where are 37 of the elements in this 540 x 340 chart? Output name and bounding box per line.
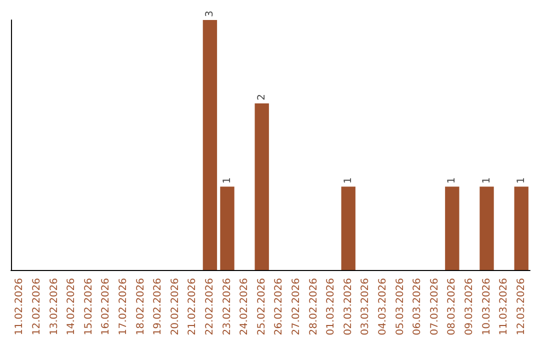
x-tick-label: 27.02.2026 — [290, 278, 302, 336]
x-tick-label: 18.02.2026 — [135, 278, 146, 336]
x-tick-label: 16.02.2026 — [100, 278, 112, 336]
x-tick-label: 08.03.2026 — [446, 278, 458, 336]
x-tick-label: 07.03.2026 — [429, 278, 440, 336]
x-tick-label: 14.02.2026 — [66, 278, 78, 336]
data-label: 3 — [204, 10, 216, 17]
data-label: 1 — [342, 177, 354, 184]
data-label: 1 — [481, 177, 492, 184]
x-tick-label: 01.03.2026 — [326, 278, 337, 336]
data-label: 1 — [446, 177, 458, 184]
x-tick-label: 13.02.2026 — [48, 278, 60, 336]
x-tick-label: 20.02.2026 — [170, 278, 181, 336]
x-tick-label: 12.02.2026 — [31, 278, 42, 336]
x-tick-label: 22.02.2026 — [204, 278, 216, 336]
x-tick-label: 24.02.2026 — [239, 278, 250, 336]
x-tick-label: 21.02.2026 — [187, 278, 198, 336]
x-tick-label: 12.03.2026 — [516, 278, 527, 336]
x-tick-label: 15.02.2026 — [83, 278, 94, 336]
data-label: 2 — [256, 94, 268, 100]
x-tick-label: 03.03.2026 — [360, 278, 372, 336]
x-tick-label: 26.02.2026 — [274, 278, 285, 336]
x-tick-label: 02.03.2026 — [342, 278, 354, 336]
data-label: 1 — [516, 177, 527, 184]
x-tick-label: 10.03.2026 — [481, 278, 492, 336]
x-tick-label: 17.02.2026 — [118, 278, 129, 336]
x-tick-label: 19.02.2026 — [152, 278, 164, 336]
x-tick-label: 11.02.2026 — [14, 278, 26, 336]
data-label: 1 — [222, 177, 233, 184]
x-tick-label: 28.02.2026 — [308, 278, 320, 336]
x-tick-label: 06.03.2026 — [412, 278, 424, 336]
x-tick-label: 04.03.2026 — [377, 278, 388, 336]
x-tick-label: 11.03.2026 — [498, 278, 510, 336]
x-tick-label: 23.02.2026 — [222, 278, 233, 336]
x-tick-label: 25.02.2026 — [256, 278, 268, 336]
x-tick-label: 05.03.2026 — [394, 278, 406, 336]
x-tick-label: 09.03.2026 — [464, 278, 475, 336]
